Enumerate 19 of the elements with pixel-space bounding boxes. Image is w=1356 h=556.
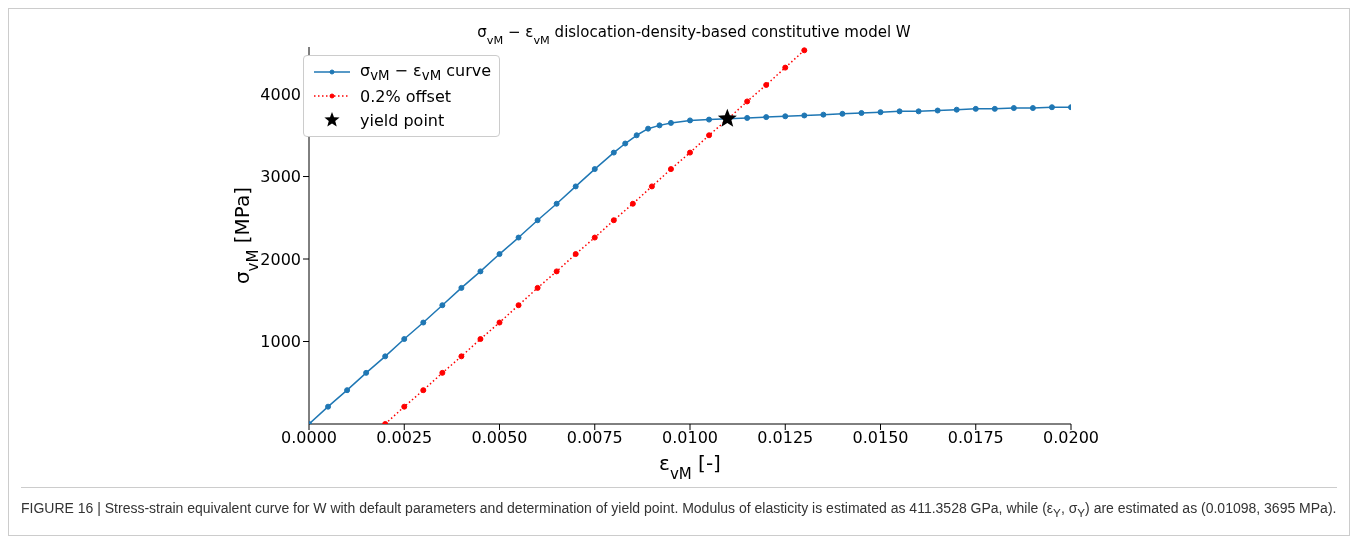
x-tick-label: 0.0025 — [376, 428, 433, 448]
x-tick-label: 0.0150 — [852, 428, 909, 448]
x-tick-label: 0.0175 — [947, 428, 1004, 448]
y-tick-label: 3000 — [260, 167, 301, 187]
y-tick-label: 1000 — [260, 332, 301, 352]
y-tick-label: 2000 — [260, 249, 301, 269]
x-axis-title: ε$_{vM}$ [-] — [659, 451, 721, 483]
y-tick-label: 4000 — [260, 84, 301, 104]
legend-label: σ$_{vM}$ − ε$_{vM}$ curve — [360, 60, 492, 84]
x-tick-label: 0.0200 — [1043, 428, 1099, 448]
x-tick-label: 0.0100 — [662, 428, 718, 448]
x-tick-label: 0.0125 — [757, 428, 814, 448]
x-tick-label: 0.0075 — [566, 428, 623, 448]
caption: FIGURE 16 | Stress-strain equivalent curve for W with default parameters and determination of yield point. Modulus of elasticity is estimated as 411.3528 GPa, while (ε$_{Y}$, σ$_{Y}$) are estimated as (0.01098, 3695 MPa). — [21, 499, 1337, 521]
chart-title: σ$_{vM}$ − ε$_{vM}$ dislocation-density-based constitutive model W — [477, 23, 911, 47]
x-tick-label: 0.0000 — [281, 428, 337, 448]
legend-label: yield point — [360, 110, 445, 130]
legend-label: 0.2% offset — [360, 86, 451, 106]
x-tick-label: 0.0050 — [471, 428, 528, 448]
